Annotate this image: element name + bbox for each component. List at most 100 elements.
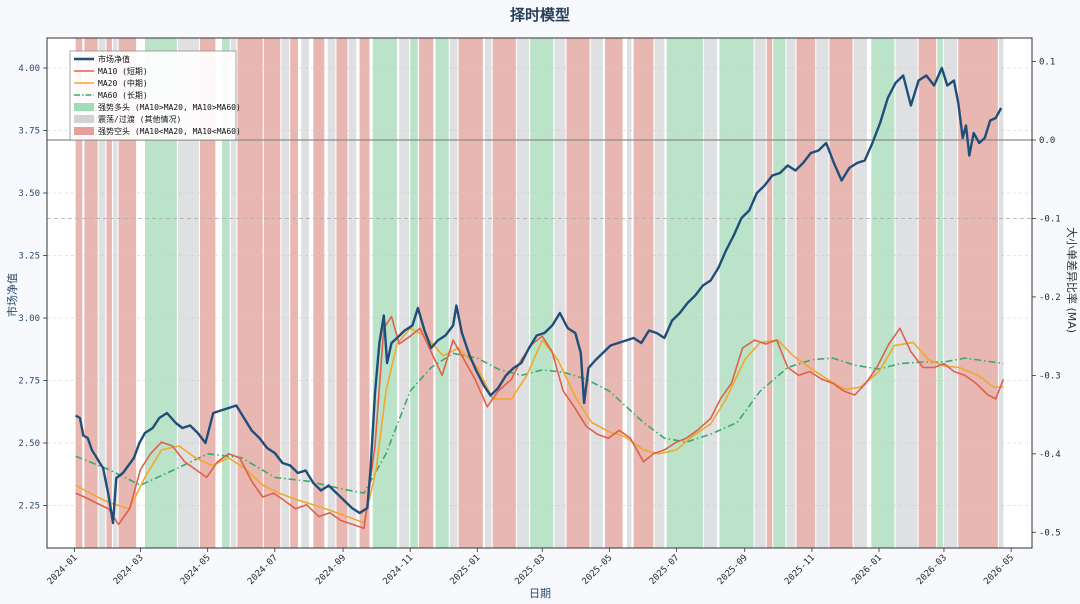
- regime-band-neutral: [853, 38, 867, 548]
- x-tick-label: 2025-05: [581, 553, 615, 587]
- regime-band-neutral: [177, 38, 199, 548]
- y-right-tick-label: -0.1: [1039, 214, 1061, 224]
- regime-band-neutral: [98, 38, 106, 548]
- legend-swatch-bull: [74, 103, 94, 111]
- y-right-tick-label: 0.1: [1039, 58, 1055, 68]
- regime-band-bear: [566, 38, 590, 548]
- series-nav: [75, 66, 1003, 525]
- regime-band-bear: [313, 38, 325, 548]
- regime-band-bear: [106, 38, 112, 548]
- x-tick-label: 2024-09: [314, 553, 348, 587]
- x-tick-label: 2024-05: [179, 553, 213, 587]
- regime-band-neutral: [895, 38, 918, 548]
- regime-band-neutral: [626, 38, 632, 548]
- regime-band-bull: [937, 38, 943, 548]
- y-left-axis-label: 市场净值: [5, 273, 19, 317]
- regime-band-bull: [410, 38, 418, 548]
- regime-band-bull: [221, 38, 230, 548]
- regime-band-neutral: [516, 38, 530, 548]
- x-tick-label: 2024-01: [46, 553, 80, 587]
- regime-band-bull: [773, 38, 786, 548]
- x-tick-label: 2026-01: [850, 553, 884, 587]
- regime-band-bear: [84, 38, 98, 548]
- regime-band-neutral: [485, 38, 492, 548]
- chart-title: 择时模型: [510, 6, 570, 24]
- series-lines: [75, 66, 1005, 530]
- regime-band-bull: [871, 38, 895, 548]
- regime-band-bear: [237, 38, 263, 548]
- x-tick-label: 2025-11: [783, 553, 817, 587]
- x-tick-label: 2025-03: [513, 553, 547, 587]
- y-left-tick-label: 3.75: [18, 127, 40, 137]
- x-tick-label: 2026-05: [982, 553, 1016, 587]
- y-left-tick-label: 3.00: [18, 314, 40, 324]
- regime-band-neutral: [816, 38, 829, 548]
- regime-band-neutral: [998, 38, 1004, 548]
- regime-band-bear: [336, 38, 348, 548]
- regime-band-neutral: [348, 38, 357, 548]
- regime-band-neutral: [654, 38, 665, 548]
- y-right-axis-label: 大小单差异比率 (MA): [1065, 227, 1079, 333]
- regime-band-neutral: [449, 38, 458, 548]
- x-tick-label: 2024-03: [112, 553, 146, 587]
- series-ma60: [75, 352, 1004, 494]
- regime-band-neutral: [230, 38, 237, 548]
- regime-band-neutral: [399, 38, 410, 548]
- x-tick-label: 2025-09: [716, 553, 750, 587]
- y-left-tick-label: 2.75: [18, 377, 40, 387]
- legend-label-neutral: 震荡/过渡 (其他情况): [98, 114, 181, 124]
- x-tick-label: 2026-03: [915, 553, 949, 587]
- x-axis-ticks: 2024-01 2024-03 2024-05 2024-07 2024-09 2024-…: [46, 548, 1016, 587]
- legend-label-ma20: MA20 (中期): [98, 78, 148, 88]
- regime-band-neutral: [301, 38, 309, 548]
- regime-band-bear: [290, 38, 298, 548]
- regime-band-bear: [75, 38, 83, 548]
- regime-band-neutral: [754, 38, 766, 548]
- y-right-tick-label: -0.3: [1039, 371, 1061, 381]
- regime-band-neutral: [281, 38, 290, 548]
- regime-band-bear: [418, 38, 434, 548]
- x-tick-label: 2025-07: [648, 553, 682, 587]
- regime-band-neutral: [113, 38, 118, 548]
- regime-band-bear: [458, 38, 483, 548]
- regime-band-bear: [359, 38, 370, 548]
- legend-label-ma60: MA60 (长期): [98, 90, 148, 100]
- regime-band-bear: [263, 38, 281, 548]
- y-right-tick-label: -0.4: [1039, 450, 1061, 460]
- x-tick-label: 2024-11: [381, 553, 415, 587]
- legend-label-ma10: MA10 (短期): [98, 66, 148, 76]
- regime-band-bear: [604, 38, 623, 548]
- legend-box: [69, 50, 237, 141]
- regime-band-bear: [829, 38, 853, 548]
- y-left-tick-label: 2.25: [18, 502, 40, 512]
- y-right-tick-label: -0.5: [1039, 528, 1061, 538]
- y-left-tick-label: 3.25: [18, 252, 40, 262]
- x-tick-label: 2025-01: [449, 553, 483, 587]
- x-axis-label: 日期: [529, 587, 551, 600]
- regime-band-bear: [118, 38, 137, 548]
- regime-band-bull: [530, 38, 554, 548]
- legend-swatch-neutral: [74, 115, 94, 123]
- regime-band-bear: [766, 38, 773, 548]
- y-right-tick-label: 0.0: [1039, 136, 1055, 146]
- series-ma20: [75, 327, 1004, 524]
- regime-band-neutral: [554, 38, 566, 548]
- plot-frame: [46, 37, 1033, 549]
- regime-band-bear: [918, 38, 937, 548]
- regime-band-neutral: [943, 38, 958, 548]
- series-ma10: [75, 315, 1005, 530]
- y-right-tick-label: -0.2: [1039, 293, 1061, 303]
- legend-label-nav: 市场净值: [98, 54, 130, 64]
- regime-band-neutral: [327, 38, 336, 548]
- y-left-tick-label: 3.50: [18, 189, 40, 199]
- regime-band-bear: [633, 38, 654, 548]
- regime-band-bull: [435, 38, 449, 548]
- x-tick-label: 2024-07: [246, 553, 280, 587]
- legend-swatch-bear: [74, 127, 94, 135]
- regime-band-bull: [719, 38, 754, 548]
- regime-band-bear: [958, 38, 998, 548]
- regime-band-neutral: [704, 38, 718, 548]
- regime-band-bear: [492, 38, 516, 548]
- regime-band-neutral: [786, 38, 796, 548]
- y-left-tick-label: 4.00: [18, 64, 40, 74]
